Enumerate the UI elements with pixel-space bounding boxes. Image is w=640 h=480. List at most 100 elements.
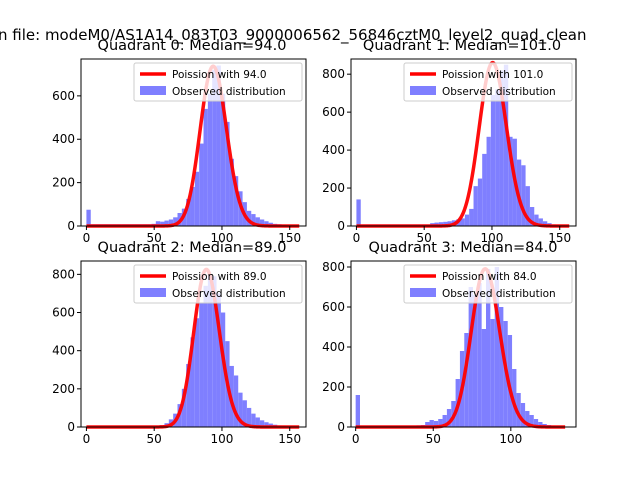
quadrant-3-hist-bar — [442, 415, 447, 427]
quadrant-1-panel: 0 50 100 150 0 200 400 600 800 Poission with 101.… — [322, 38, 577, 245]
quadrant-2-hist-bar — [207, 274, 213, 427]
quadrant-2-y-tick-label: 0 — [67, 420, 75, 434]
quadrant-3-legend-bar-swatch — [410, 288, 436, 297]
quadrant-1-legend-fit-label: Poission with 101.0 — [442, 69, 543, 81]
quadrant-1-y-tick-label: 800 — [322, 67, 345, 81]
quadrant-1-legend: Poission with 101.0 Observed distribution — [403, 62, 573, 102]
quadrant-1-hist-bar — [486, 136, 491, 226]
quadrant-2-y-tick-label: 400 — [52, 344, 75, 358]
quadrant-1-y-tick-label: 600 — [322, 105, 345, 119]
quadrant-3-panel: 0 50 100 0 200 400 600 800 Poission with 84.0 Obs… — [322, 240, 577, 446]
quadrant-3-x-tick-label: 100 — [499, 432, 522, 446]
quadrant-3-x-tick-label: 50 — [426, 432, 441, 446]
quadrant-3-y-tick-label: 400 — [322, 340, 345, 354]
quadrant-2-hist-bar — [181, 388, 187, 427]
quadrant-3-x-tick-label: 0 — [352, 432, 360, 446]
quadrant-3-hist-bar — [499, 307, 504, 427]
quadrant-2-hist-bar — [194, 318, 200, 427]
quadrant-0-legend: Poission with 94.0 Observed distribution — [133, 62, 303, 102]
quadrant-2-legend-fit-label: Poission with 89.0 — [172, 271, 267, 283]
quadrant-0-hist-bar — [155, 221, 161, 226]
quadrant-1-x-tick-label: 0 — [353, 231, 361, 245]
quadrant-3-hist-bar — [425, 422, 430, 427]
quadrant-3-y-tick-label: 600 — [322, 300, 345, 314]
quadrant-3-y-tick-label: 0 — [337, 420, 345, 434]
quadrant-3-hist-bar — [520, 403, 526, 427]
quadrant-3-legend-box — [403, 264, 573, 304]
quadrant-2-hist-bar — [186, 364, 191, 427]
quadrant-2-hist-bar — [220, 312, 226, 427]
quadrant-0-y-tick-label: 400 — [52, 132, 75, 146]
quadrant-0-axes-frame — [80, 58, 307, 227]
quadrant-2-x-tick-label: 50 — [147, 432, 162, 446]
quadrant-1-hist-bar — [482, 153, 487, 226]
quadrant-1-x-tick-label: 100 — [481, 231, 504, 245]
quadrant-1-hist-bar — [495, 89, 500, 226]
quadrant-1-x-tick-label: 150 — [548, 231, 571, 245]
quadrant-3-hist-bar — [433, 421, 439, 427]
quadrant-3-y-tick-label: 800 — [322, 260, 345, 274]
quadrant-2-histogram — [86, 274, 304, 427]
quadrant-1-hist-bar — [542, 221, 548, 226]
quadrant-2-legend-bar-swatch — [140, 288, 166, 297]
quadrant-2-hist-bar — [216, 293, 221, 427]
quadrant-2-legend-box — [133, 264, 303, 304]
quadrant-0-hist-bar — [199, 143, 204, 226]
quadrant-1-y-tick-label: 200 — [322, 181, 345, 195]
quadrant-1-hist-bar — [438, 222, 444, 226]
quadrant-0-legend-bar-swatch — [140, 86, 166, 95]
quadrant-2-title: Quadrant 2: Median=89.0 — [98, 240, 287, 256]
quadrant-1-y-tick-label: 400 — [322, 143, 345, 157]
quadrant-3-axes-frame — [350, 260, 577, 428]
figure-suptitle: n file: modeM0/AS1A14_083T03_9000006562_… — [0, 26, 587, 45]
quadrant-3-y-tick-label: 200 — [322, 380, 345, 394]
quadrant-0-hist-bar — [225, 121, 230, 226]
quadrant-2-hist-bar — [212, 276, 217, 427]
quadrant-1-hist-bar — [508, 136, 513, 226]
quadrant-3-hist-bar — [438, 419, 443, 427]
quadrant-3-hist-bar — [516, 393, 521, 427]
quadrant-2-hist-bar — [203, 285, 208, 427]
quadrant-2-x-tick-label: 150 — [278, 432, 301, 446]
quadrant-1-hist-bar — [521, 165, 526, 226]
quadrant-2-y-tick-label: 600 — [52, 306, 75, 320]
quadrant-1-title: Quadrant 1: Median=101.0 — [363, 38, 561, 54]
quadrant-0-hist-bar — [164, 220, 169, 226]
quadrant-2-y-tick-label: 200 — [52, 382, 75, 396]
quadrant-1-hist-bar — [473, 186, 478, 226]
quadrant-2-hist-bar — [255, 417, 260, 427]
quadrant-0-hist-bar — [203, 108, 208, 226]
quadrant-0-legend-box — [133, 62, 303, 102]
quadrant-3-hist-bar — [538, 422, 543, 427]
quadrant-0-hist-bar — [216, 65, 221, 226]
quadrant-1-hist-bar — [529, 207, 535, 226]
quadrant-0-hist-bar — [255, 217, 260, 226]
quadrant-0-hist-bar — [212, 69, 217, 226]
quadrant-0-panel: 0 50 100 150 0 200 400 600 Poission with 94.0 Obs… — [52, 38, 307, 245]
quadrant-1-hist-bar — [538, 218, 543, 226]
quadrant-1-hist-bar — [503, 64, 509, 226]
quadrant-0-hist-bar — [160, 221, 165, 226]
quadrant-3-hist-bar — [494, 267, 500, 427]
quadrant-3-hist-bar — [355, 395, 360, 427]
quadrant-3-hist-bar — [429, 420, 434, 427]
quadrant-2-hist-bar — [251, 413, 256, 427]
quadrant-3-hist-bar — [472, 295, 478, 427]
quadrant-0-title: Quadrant 0: Median=94.0 — [98, 38, 287, 54]
quadrant-0-legend-fit-label: Poission with 94.0 — [172, 69, 267, 81]
quadrant-3-legend-fit-label: Poission with 84.0 — [442, 271, 537, 283]
quadrant-0-x-tick-label: 100 — [211, 231, 234, 245]
quadrant-1-hist-bar — [534, 214, 539, 226]
quadrant-1-x-tick-label: 50 — [417, 231, 432, 245]
quadrant-3-hist-bar — [490, 319, 495, 427]
quadrant-3-hist-bar — [512, 369, 517, 427]
quadrant-0-hist-bar — [220, 93, 226, 226]
quadrant-0-y-tick-label: 600 — [52, 89, 75, 103]
quadrant-2-panel: 0 50 100 150 0 200 400 600 800 Poission with 89.0… — [52, 240, 307, 446]
quadrant-1-hist-bar — [443, 221, 448, 226]
quadrant-1-axes-frame — [350, 58, 577, 227]
quadrant-0-legend-hist-label: Observed distribution — [172, 86, 286, 98]
quadrant-0-hist-bar — [190, 186, 195, 226]
quadrant-1-hist-bar — [525, 186, 530, 226]
